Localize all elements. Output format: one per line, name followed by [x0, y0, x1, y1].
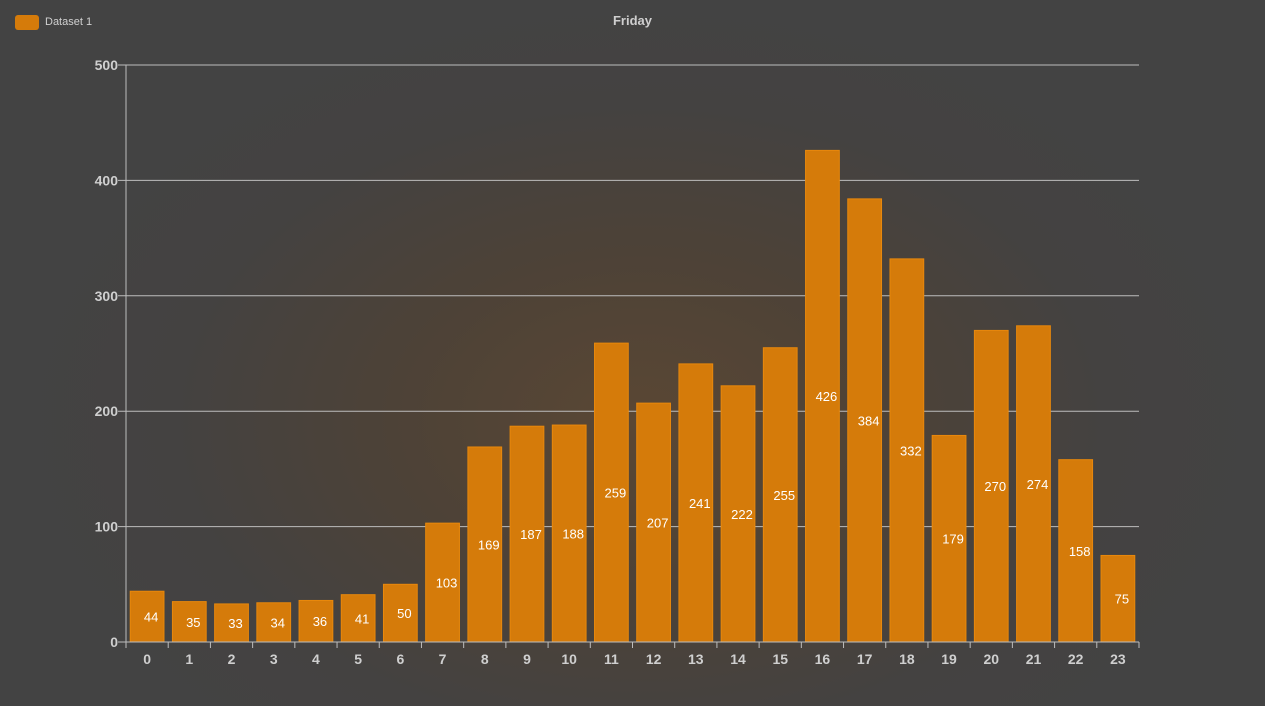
x-tick-label: 4 [312, 651, 320, 667]
bar [720, 385, 756, 643]
data-label: 33 [228, 616, 242, 631]
x-tick-label: 23 [1110, 651, 1126, 667]
x-tick-label: 13 [688, 651, 704, 667]
bar [298, 599, 334, 643]
bar [129, 590, 165, 643]
bar [1058, 459, 1094, 643]
x-tick-label: 6 [396, 651, 404, 667]
bar [973, 329, 1009, 643]
x-tick-label: 2 [228, 651, 236, 667]
y-tick-label: 100 [95, 519, 119, 535]
data-label: 103 [436, 576, 458, 591]
x-tick-label: 3 [270, 651, 278, 667]
data-label: 158 [1069, 544, 1091, 559]
bar [1100, 554, 1136, 643]
x-tick-label: 20 [983, 651, 999, 667]
bar [425, 522, 460, 643]
y-tick-label: 400 [95, 172, 119, 188]
y-tick-label: 300 [95, 288, 119, 304]
x-tick-label: 16 [815, 651, 831, 667]
data-label: 75 [1115, 592, 1129, 607]
data-label: 274 [1027, 477, 1049, 492]
x-tick-label: 11 [604, 651, 619, 667]
legend-label[interactable]: Dataset 1 [45, 16, 93, 28]
bar [678, 363, 714, 643]
data-label: 207 [647, 516, 669, 531]
x-tick-label: 15 [772, 651, 788, 667]
data-label: 36 [313, 614, 327, 629]
data-label: 188 [562, 527, 584, 542]
x-tick-label: 18 [899, 651, 915, 667]
data-label: 169 [478, 537, 500, 552]
bar [931, 434, 967, 643]
data-label: 241 [689, 496, 711, 511]
x-tick-label: 8 [481, 651, 489, 667]
y-tick-label: 200 [95, 403, 119, 419]
bar [467, 446, 503, 643]
data-label: 426 [816, 389, 838, 404]
data-label: 35 [186, 615, 200, 630]
x-tick-label: 12 [646, 651, 662, 667]
data-label: 50 [397, 606, 411, 621]
bar [847, 198, 883, 643]
y-tick-label: 500 [95, 57, 119, 73]
bar [214, 603, 249, 643]
bar [594, 342, 629, 643]
bar [340, 594, 376, 643]
x-tick-label: 22 [1068, 651, 1084, 667]
bar [551, 424, 587, 643]
data-label: 179 [942, 532, 964, 547]
x-tick-label: 1 [185, 651, 193, 667]
bar [382, 583, 418, 643]
x-tick-label: 10 [561, 651, 577, 667]
bar [256, 602, 292, 643]
data-label: 187 [520, 527, 542, 542]
x-tick-label: 7 [439, 651, 447, 667]
legend-swatch[interactable] [15, 15, 39, 30]
data-label: 255 [773, 488, 795, 503]
data-label: 41 [355, 611, 369, 626]
data-label: 34 [270, 615, 284, 630]
x-tick-label: 21 [1026, 651, 1042, 667]
bar [762, 347, 798, 643]
bar [889, 258, 925, 643]
x-tick-label: 17 [857, 651, 873, 667]
y-tick-label: 0 [110, 634, 118, 650]
x-tick-label: 0 [143, 651, 151, 667]
data-label: 222 [731, 507, 753, 522]
x-tick-label: 14 [730, 651, 746, 667]
x-tick-label: 5 [354, 651, 362, 667]
chart-title: Friday [612, 13, 652, 28]
data-label: 270 [984, 479, 1006, 494]
data-label: 259 [605, 486, 627, 501]
x-tick-label: 19 [941, 651, 957, 667]
data-label: 332 [900, 443, 922, 458]
bar [636, 402, 671, 643]
data-label: 384 [858, 413, 880, 428]
bar [1016, 325, 1051, 643]
data-label: 44 [144, 610, 158, 625]
bar [805, 149, 840, 643]
x-tick-label: 9 [523, 651, 531, 667]
